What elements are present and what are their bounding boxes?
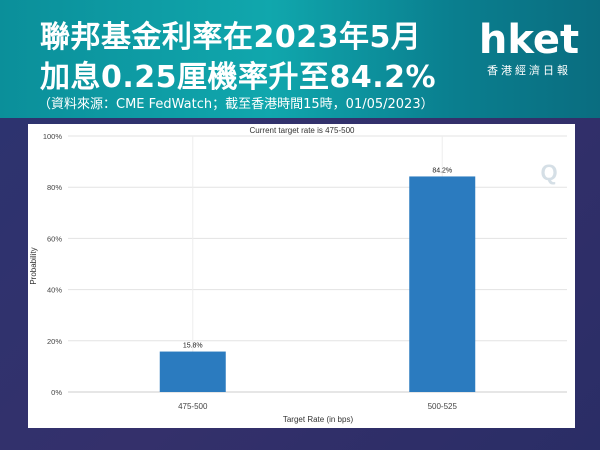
x-axis-label: Target Rate (in bps) <box>283 415 354 424</box>
data-label: 15.8% <box>183 343 203 350</box>
y-tick-label: 20% <box>47 337 62 346</box>
logo-mark: hket <box>478 17 580 63</box>
x-tick-label: 475-500 <box>178 402 208 411</box>
svg-text:Q: Q <box>540 160 557 185</box>
q-watermark-icon: Q <box>540 160 557 185</box>
y-tick-label: 0% <box>51 388 62 397</box>
source-note: （資料來源：CME FedWatch；截至香港時間15時，01/05/2023） <box>38 97 434 112</box>
y-tick-label: 40% <box>47 286 62 295</box>
y-axis-label: Probability <box>29 247 38 284</box>
chart-title: Current target rate is 475-500 <box>250 126 355 135</box>
logo-subtitle: 香港經濟日報 <box>487 64 571 77</box>
hket-logo: hket 香港經濟日報 <box>470 18 588 78</box>
bar-500-525 <box>409 176 476 392</box>
y-tick-label: 80% <box>47 183 62 192</box>
data-label: 84.2% <box>432 167 452 174</box>
x-tick-label: 500-525 <box>428 402 458 411</box>
header-banner: 聯邦基金利率在2023年5月 加息0.25厘機率升至84.2% （資料來源：CM… <box>0 0 600 118</box>
bar-chart: 0% 20% 40% 60% 80% 100% 475-500 500-525 15.8% 8… <box>29 126 567 424</box>
page-title-line1: 聯邦基金利率在2023年5月 <box>40 20 422 55</box>
page-title-line2: 加息0.25厘機率升至84.2% <box>40 60 437 95</box>
bar-475-500 <box>159 351 226 392</box>
chart-panel: 0% 20% 40% 60% 80% 100% 475-500 500-525 15.8% 8… <box>28 124 575 428</box>
y-tick-label: 100% <box>43 132 63 141</box>
y-tick-label: 60% <box>47 234 62 243</box>
